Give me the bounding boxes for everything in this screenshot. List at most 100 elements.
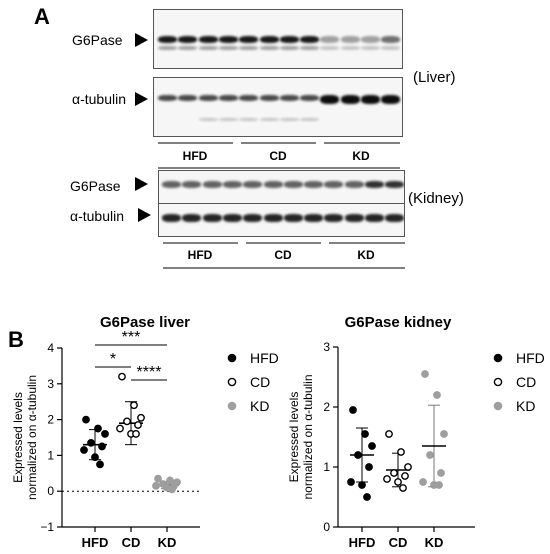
blot-band	[365, 214, 384, 222]
blot-band	[218, 95, 238, 101]
data-point	[80, 446, 88, 454]
data-point	[419, 478, 427, 486]
blot-band	[344, 214, 364, 222]
data-point	[168, 485, 176, 494]
data-point	[349, 406, 357, 414]
y-tick-label: 1	[47, 448, 54, 462]
data-point	[404, 463, 412, 471]
blot-band	[259, 46, 279, 50]
chart-kidney: G6Pase kidney Expressed levelsnormalized …	[287, 314, 545, 550]
y-tick-label: 2	[323, 400, 330, 414]
data-point	[383, 475, 391, 483]
x-tick-label: KD	[425, 535, 444, 550]
data-point	[134, 421, 142, 429]
blot-band	[340, 95, 360, 104]
blot-band	[259, 36, 279, 43]
y-tick-label: 0	[47, 484, 54, 498]
blot-band	[239, 95, 259, 101]
liver-tubulin-label: α-tubulin	[72, 91, 127, 107]
blot-band	[263, 181, 283, 188]
data-point	[96, 460, 104, 469]
data-point	[82, 415, 90, 424]
blot-band	[218, 36, 238, 43]
data-point	[385, 430, 393, 438]
blot-band	[340, 46, 360, 50]
data-point	[435, 481, 443, 489]
blot-band	[283, 214, 303, 222]
data-point	[132, 430, 140, 438]
blot-band	[324, 181, 344, 188]
legend-marker	[227, 353, 237, 363]
blot-band	[243, 181, 263, 188]
kidney-tubulin-blot	[158, 203, 405, 237]
blot-band	[178, 95, 198, 101]
blot-band	[259, 118, 279, 121]
blot-band	[222, 214, 242, 222]
blot-band	[283, 181, 303, 188]
blot-band	[198, 46, 218, 50]
blot-band	[182, 214, 202, 222]
y-axis-label: Expressed levelsnormalized on α-tubulin	[11, 375, 39, 500]
data-point	[118, 372, 126, 381]
data-point	[390, 469, 398, 477]
kidney-tissue-label: (Kidney)	[408, 190, 464, 207]
data-point	[421, 370, 429, 378]
blot-band	[304, 181, 324, 188]
blot-band	[202, 181, 222, 188]
blot-band	[198, 95, 218, 101]
data-point	[347, 478, 355, 486]
kidney-group-hfd: HFD	[187, 248, 213, 262]
blot-band	[381, 36, 401, 43]
x-tick-label: CD	[389, 535, 408, 550]
liver-group-cd: CD	[269, 149, 287, 163]
y-tick-label: −1	[40, 520, 54, 534]
blot-band	[158, 46, 177, 50]
blot-band	[385, 214, 404, 222]
data-point	[91, 453, 99, 462]
data-point	[166, 476, 174, 485]
blot-band	[218, 46, 238, 50]
blot-band	[218, 118, 238, 121]
data-point	[437, 469, 445, 477]
blot-band	[381, 95, 401, 104]
liver-tubulin-arrow-icon	[135, 92, 148, 106]
blot-band	[385, 181, 404, 188]
kidney-group-brackets	[163, 242, 405, 269]
chart-title: G6Pase kidney	[345, 314, 452, 331]
blot-band	[158, 95, 177, 101]
blot-band	[239, 118, 259, 121]
blot-band	[202, 214, 222, 222]
data-point	[361, 430, 369, 438]
y-tick-label: 2	[47, 413, 54, 427]
legend-label: KD	[516, 398, 535, 414]
data-point	[152, 481, 160, 490]
blot-band	[300, 36, 320, 43]
blot-band	[320, 46, 340, 50]
legend-marker	[493, 353, 503, 363]
data-point	[394, 478, 402, 486]
kidney-g6pase-blot	[158, 170, 405, 204]
data-point	[154, 474, 162, 483]
data-point	[401, 472, 409, 480]
y-tick-label: 4	[47, 341, 54, 355]
y-tick-label: 3	[323, 340, 330, 354]
chart-liver: G6Pase liver Expressed levelsnormalized o…	[11, 314, 279, 550]
data-point	[130, 401, 138, 410]
data-point	[365, 463, 373, 471]
legend-label: CD	[516, 374, 536, 390]
kidney-g6pase-arrow-icon	[135, 177, 148, 191]
blot-band	[381, 46, 401, 50]
blot-band	[320, 95, 340, 104]
legend-label: KD	[250, 398, 269, 414]
y-axis-label: Expressed levelsnormalized on α-tubulin	[287, 374, 315, 499]
blot-band	[340, 36, 360, 43]
significance-label: ****	[137, 364, 162, 381]
legend-label: HFD	[516, 350, 545, 366]
legend-label: HFD	[250, 350, 279, 366]
y-axis-label-line: normalized on α-tubulin	[25, 375, 39, 500]
liver-tissue-label: (Liver)	[413, 69, 456, 86]
data-point	[116, 424, 124, 433]
data-point	[368, 442, 376, 450]
data-point	[94, 424, 102, 433]
